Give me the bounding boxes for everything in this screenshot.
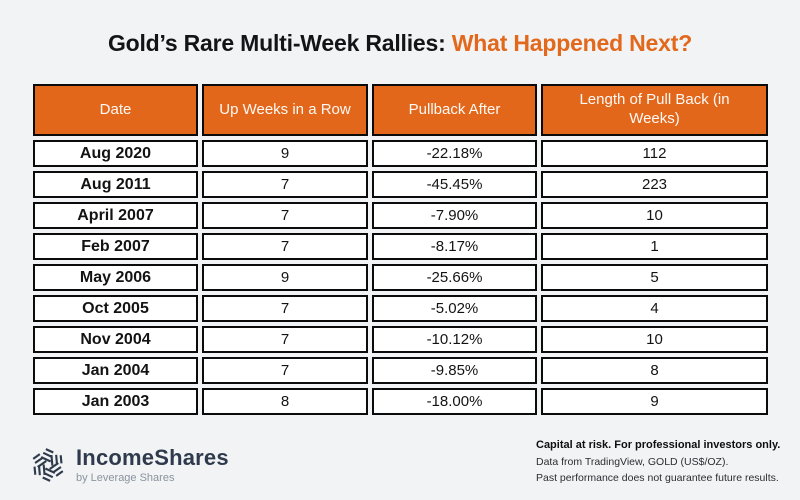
up-weeks-cell: 7 (202, 295, 368, 322)
pullback-cell: -25.66% (372, 264, 537, 291)
pullback-cell: -9.85% (372, 357, 537, 384)
up-weeks-cell: 9 (202, 140, 368, 167)
date-cell: Aug 2020 (33, 140, 198, 167)
length-cell: 10 (541, 326, 768, 353)
length-cell: 223 (541, 171, 768, 198)
disclaimer-line-1: Capital at risk. For professional invest… (536, 439, 781, 451)
page-title: Gold’s Rare Multi-Week Rallies: What Hap… (0, 30, 800, 57)
page-title-black: Gold’s Rare Multi-Week Rallies: (107, 30, 452, 56)
up-weeks-cell: 7 (202, 171, 368, 198)
date-cell: Jan 2004 (33, 357, 198, 384)
brand-name: IncomeShares (76, 445, 229, 471)
date-cell: Oct 2005 (33, 295, 198, 322)
date-cell: Feb 2007 (33, 233, 198, 260)
date-cell: Nov 2004 (33, 326, 198, 353)
length-cell: 4 (541, 295, 768, 322)
date-cell: Aug 2011 (33, 171, 198, 198)
header-cell-date: Date (33, 84, 198, 136)
disclaimer: Capital at risk. For professional invest… (536, 437, 780, 487)
pullback-cell: -10.12% (372, 326, 537, 353)
header-cell-length: Length of Pull Back (in Weeks) (541, 84, 768, 136)
length-cell: 10 (541, 202, 768, 229)
up-weeks-cell: 7 (202, 233, 368, 260)
footer-brand: IncomeShares by Leverage Shares (30, 446, 229, 484)
length-cell: 5 (541, 264, 768, 291)
length-cell: 1 (541, 233, 768, 260)
header-cell-pullback: Pullback After (372, 84, 537, 136)
brand-subtitle: by Leverage Shares (76, 471, 175, 484)
pullback-cell: -8.17% (372, 233, 537, 260)
page-title-accent: What Happened Next? (451, 30, 693, 56)
pullback-cell: -45.45% (372, 171, 537, 198)
up-weeks-cell: 7 (202, 357, 368, 384)
length-cell: 8 (541, 357, 768, 384)
pullback-cell: -22.18% (372, 140, 537, 167)
length-cell: 9 (541, 388, 768, 415)
pullback-cell: -7.90% (372, 202, 537, 229)
date-cell: April 2007 (33, 202, 198, 229)
hexagon-swirl-icon (30, 446, 66, 484)
disclaimer-line-3: Past performance does not guarantee futu… (536, 472, 779, 485)
gold-rallies-table: Date Up Weeks in a Row Pullback After Le… (33, 84, 768, 415)
up-weeks-cell: 7 (202, 326, 368, 353)
pullback-cell: -18.00% (372, 388, 537, 415)
date-cell: May 2006 (33, 264, 198, 291)
up-weeks-cell: 8 (202, 388, 368, 415)
pullback-cell: -5.02% (372, 295, 537, 322)
up-weeks-cell: 7 (202, 202, 368, 229)
up-weeks-cell: 9 (202, 264, 368, 291)
header-cell-up-weeks: Up Weeks in a Row (202, 84, 368, 136)
length-cell: 112 (541, 140, 768, 167)
date-cell: Jan 2003 (33, 388, 198, 415)
disclaimer-line-2: Data from TradingView, GOLD (US$/OZ). (536, 456, 729, 469)
